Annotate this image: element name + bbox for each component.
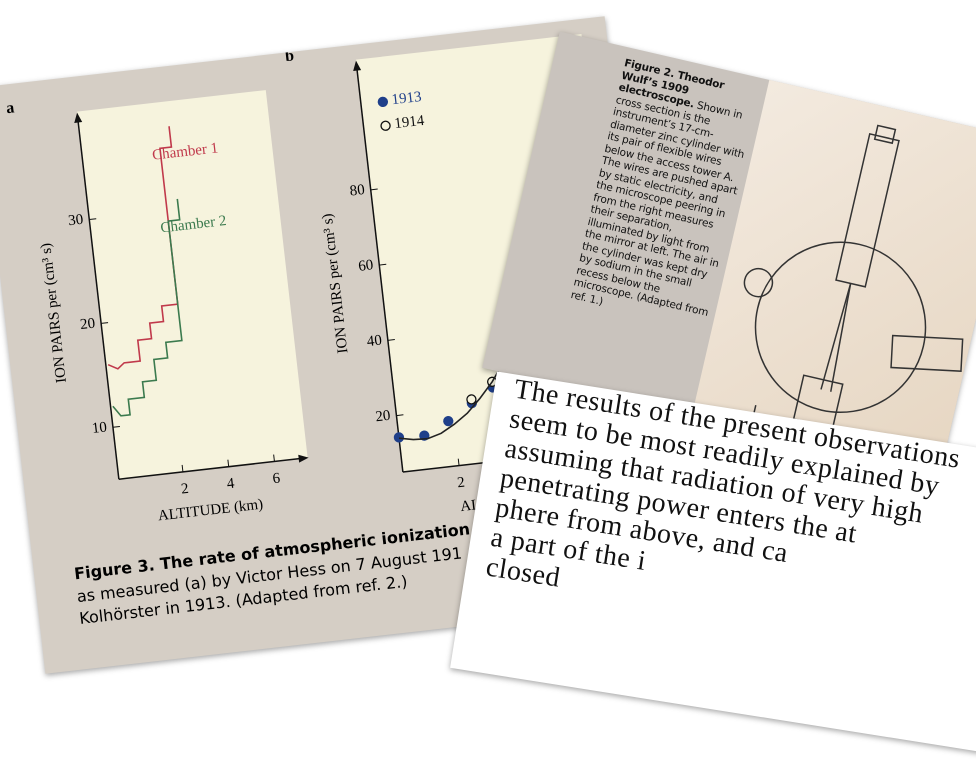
wire — [821, 282, 851, 390]
legend-marker — [381, 121, 391, 131]
data-point — [466, 394, 476, 404]
tower — [836, 134, 899, 287]
page: a 10 20 30 2 4 6 ALTITUDE (km) ION PAIRS per (cm… — [0, 0, 976, 632]
tower-cap — [875, 126, 896, 144]
x-tick-label: 4 — [226, 476, 236, 493]
y-tick-label: 20 — [375, 408, 392, 426]
y-tick-label: 30 — [67, 212, 84, 230]
y-tick-label: 10 — [91, 419, 108, 437]
y-tick-label: 60 — [357, 257, 374, 275]
x-axis-label: ALTITUDE (km) — [157, 497, 264, 525]
legend-marker — [378, 97, 388, 107]
caption-text: Shown in cross section is the instrument… — [570, 94, 746, 319]
y-tick-label: 40 — [366, 332, 383, 350]
legend-label: 1913 — [391, 89, 423, 108]
data-point — [394, 432, 404, 442]
y-tick-label: 80 — [349, 182, 366, 200]
wire — [826, 283, 856, 391]
data-point — [443, 416, 453, 426]
y-tick-label: 20 — [79, 316, 96, 334]
legend-label: 1914 — [394, 113, 426, 132]
cylinder — [739, 225, 943, 429]
y-axis-label: ION PAIRS per (cm³ s) — [320, 213, 352, 355]
panel-label: a — [5, 99, 15, 117]
microscope — [891, 336, 963, 372]
y-axis-label: ION PAIRS per (cm³ s) — [38, 242, 70, 384]
x-tick-label: 2 — [456, 475, 465, 492]
mirror — [742, 266, 776, 300]
x-tick-label: 6 — [272, 470, 282, 487]
panel-label: b — [284, 47, 295, 65]
x-tick-label: 2 — [180, 481, 189, 498]
